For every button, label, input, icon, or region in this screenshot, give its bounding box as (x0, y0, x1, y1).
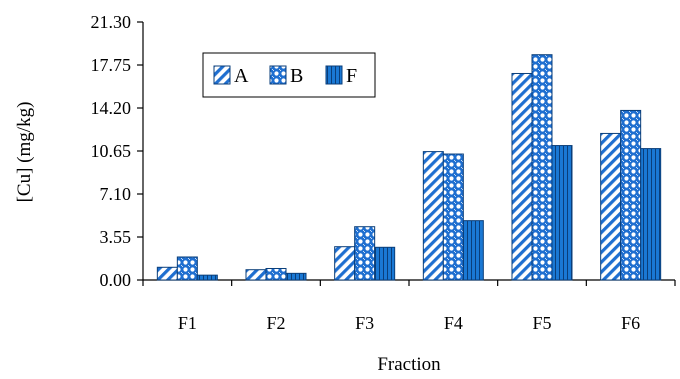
x-tick-label: F2 (266, 313, 285, 333)
bars (156, 54, 662, 281)
bar-B-F4 (442, 153, 464, 281)
legend-label-F: F (346, 65, 357, 87)
legend-label-B: B (290, 65, 303, 87)
x-tick-label: F4 (444, 313, 463, 333)
y-axis: 0.00 3.55 7.10 10.65 14.20 17.75 21.30 (91, 12, 144, 290)
y-tick-label: 21.30 (91, 12, 132, 32)
x-axis-title: Fraction (377, 354, 441, 375)
x-tick-label: F1 (178, 313, 197, 333)
bar-B-F6 (620, 109, 642, 281)
legend-swatch-F (325, 65, 343, 85)
bar-A-F3 (334, 246, 356, 281)
bar-A-F4 (422, 151, 444, 281)
y-tick-label: 7.10 (100, 184, 132, 204)
y-tick-label: 0.00 (100, 270, 132, 290)
y-tick-label: 10.65 (91, 141, 132, 161)
bar-A-F6 (600, 132, 622, 281)
legend-label-A: A (234, 65, 249, 87)
bar-A-F5 (511, 72, 533, 281)
y-axis-title: [Cu] (mg/kg) (14, 102, 35, 203)
bar-A-F1 (156, 266, 178, 281)
bar-B-F2 (265, 267, 287, 281)
legend-swatch-A (213, 65, 231, 85)
legend-box (202, 52, 376, 98)
legend-swatch-B (269, 65, 287, 85)
bar-F-F1 (196, 274, 218, 281)
x-tick-label: F6 (621, 313, 640, 333)
bar-F-F4 (462, 220, 484, 281)
bar-B-F1 (176, 256, 198, 281)
y-tick-label: 14.20 (91, 98, 132, 118)
bar-B-F5 (531, 54, 553, 281)
bar-A-F2 (245, 269, 267, 281)
y-tick-label: 3.55 (100, 227, 132, 247)
bar-B-F3 (354, 226, 376, 281)
bar-F-F6 (640, 148, 662, 281)
y-tick-label: 17.75 (91, 55, 132, 75)
bar-F-F3 (374, 246, 396, 281)
x-tick-label: F3 (355, 313, 374, 333)
bar-F-F2 (285, 272, 307, 281)
x-tick-label: F5 (532, 313, 551, 333)
bar-F-F5 (551, 145, 573, 281)
x-axis: F1 F2 F3 F4 F5 F6 (142, 279, 676, 333)
